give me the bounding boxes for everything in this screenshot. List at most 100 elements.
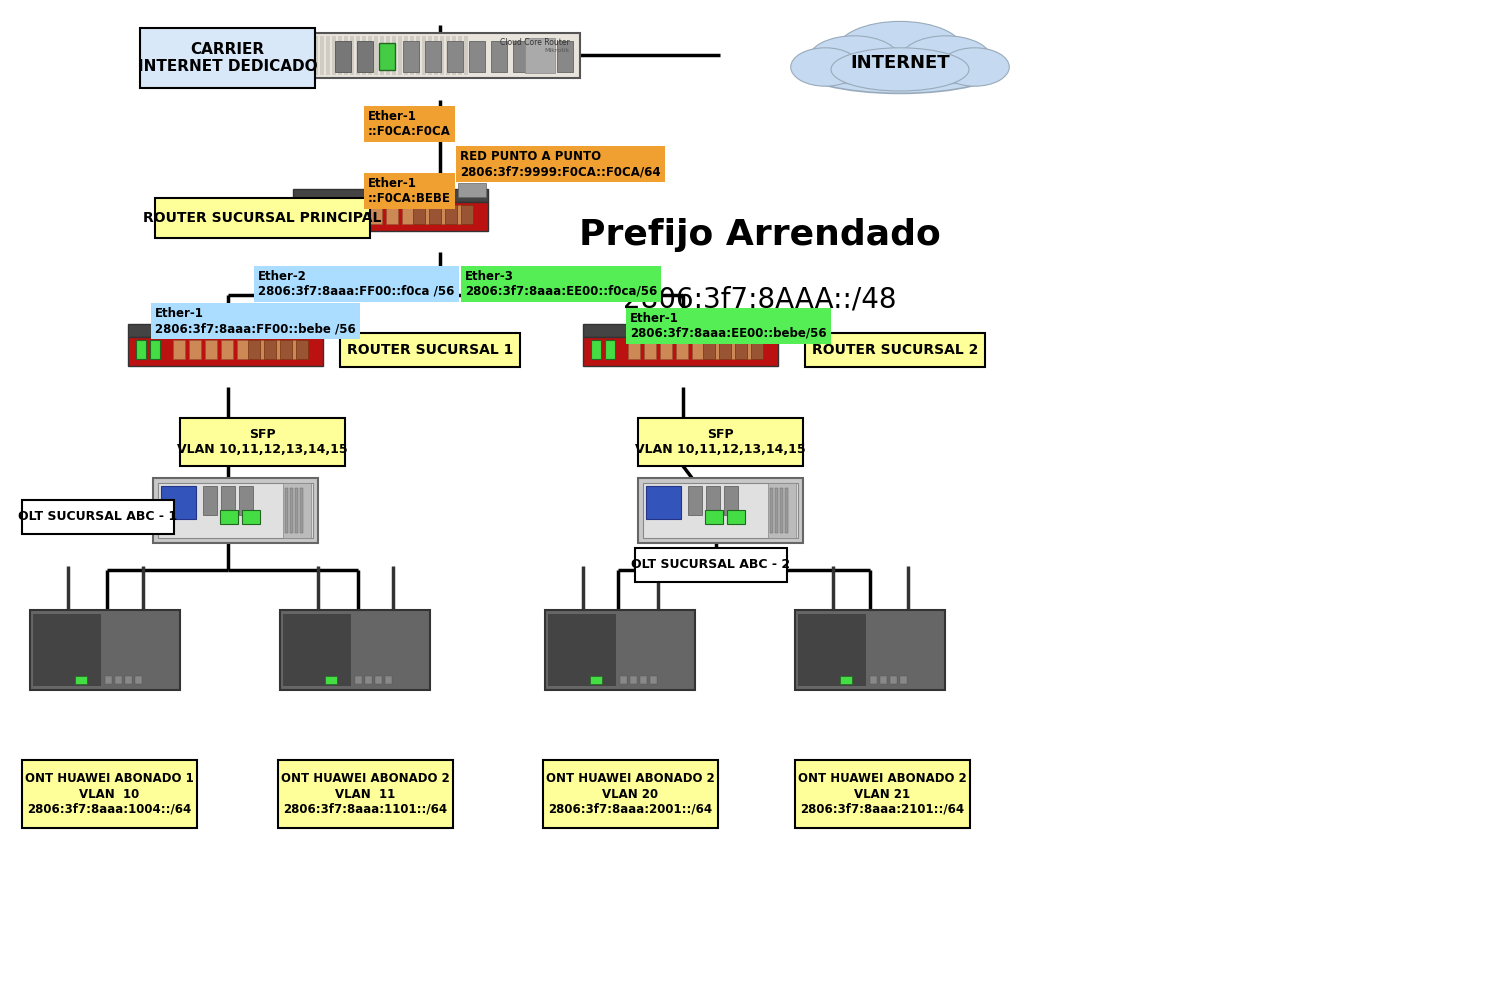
FancyBboxPatch shape bbox=[315, 205, 326, 223]
FancyBboxPatch shape bbox=[402, 205, 414, 223]
FancyBboxPatch shape bbox=[22, 760, 196, 828]
Text: OLT SUCURSAL ABC - 1: OLT SUCURSAL ABC - 1 bbox=[18, 510, 177, 523]
FancyBboxPatch shape bbox=[644, 483, 798, 538]
FancyBboxPatch shape bbox=[640, 676, 646, 684]
FancyBboxPatch shape bbox=[326, 36, 330, 75]
FancyBboxPatch shape bbox=[375, 676, 382, 684]
FancyBboxPatch shape bbox=[404, 41, 418, 72]
FancyBboxPatch shape bbox=[350, 36, 354, 75]
FancyBboxPatch shape bbox=[128, 337, 322, 366]
FancyBboxPatch shape bbox=[172, 340, 184, 359]
FancyBboxPatch shape bbox=[748, 318, 776, 333]
FancyBboxPatch shape bbox=[302, 36, 306, 75]
FancyBboxPatch shape bbox=[806, 333, 986, 367]
FancyBboxPatch shape bbox=[543, 760, 718, 828]
FancyBboxPatch shape bbox=[380, 43, 394, 70]
FancyBboxPatch shape bbox=[795, 610, 945, 690]
FancyBboxPatch shape bbox=[704, 340, 716, 359]
FancyBboxPatch shape bbox=[404, 36, 408, 75]
FancyBboxPatch shape bbox=[220, 510, 238, 524]
FancyBboxPatch shape bbox=[452, 36, 456, 75]
FancyBboxPatch shape bbox=[470, 41, 484, 72]
FancyBboxPatch shape bbox=[220, 340, 232, 359]
Ellipse shape bbox=[796, 41, 1004, 93]
FancyBboxPatch shape bbox=[584, 324, 778, 337]
FancyBboxPatch shape bbox=[398, 36, 402, 75]
Text: ONT HUAWEI ABONADO 2
VLAN 20
2806:3f7:8aaa:2001::/64: ONT HUAWEI ABONADO 2 VLAN 20 2806:3f7:8a… bbox=[546, 773, 716, 816]
FancyBboxPatch shape bbox=[105, 676, 112, 684]
FancyBboxPatch shape bbox=[429, 205, 441, 223]
FancyBboxPatch shape bbox=[364, 676, 372, 684]
Ellipse shape bbox=[808, 36, 900, 84]
FancyBboxPatch shape bbox=[870, 676, 877, 684]
FancyBboxPatch shape bbox=[446, 36, 450, 75]
FancyBboxPatch shape bbox=[33, 614, 101, 686]
FancyBboxPatch shape bbox=[206, 340, 218, 359]
Text: Mikrotik: Mikrotik bbox=[544, 48, 570, 53]
Text: RED PUNTO A PUNTO
2806:3f7:9999:F0CA::F0CA/64: RED PUNTO A PUNTO 2806:3f7:9999:F0CA::F0… bbox=[460, 150, 660, 178]
FancyBboxPatch shape bbox=[604, 340, 615, 359]
FancyBboxPatch shape bbox=[180, 418, 345, 466]
FancyBboxPatch shape bbox=[556, 41, 573, 72]
FancyBboxPatch shape bbox=[392, 36, 396, 75]
Text: Ether-2
2806:3f7:8aaa:FF00::f0ca /56: Ether-2 2806:3f7:8aaa:FF00::f0ca /56 bbox=[258, 270, 454, 298]
FancyBboxPatch shape bbox=[724, 340, 736, 359]
FancyBboxPatch shape bbox=[302, 205, 310, 223]
FancyBboxPatch shape bbox=[646, 486, 681, 518]
FancyBboxPatch shape bbox=[154, 198, 370, 238]
Ellipse shape bbox=[831, 48, 969, 91]
FancyBboxPatch shape bbox=[446, 205, 458, 223]
Text: SFP
VLAN 10,11,12,13,14,15: SFP VLAN 10,11,12,13,14,15 bbox=[177, 428, 348, 456]
FancyBboxPatch shape bbox=[356, 36, 360, 75]
FancyBboxPatch shape bbox=[308, 36, 312, 75]
FancyBboxPatch shape bbox=[422, 36, 426, 75]
Ellipse shape bbox=[900, 36, 992, 84]
FancyBboxPatch shape bbox=[630, 676, 638, 684]
FancyBboxPatch shape bbox=[150, 340, 160, 359]
FancyBboxPatch shape bbox=[116, 676, 122, 684]
FancyBboxPatch shape bbox=[536, 41, 550, 72]
FancyBboxPatch shape bbox=[158, 483, 314, 538]
FancyBboxPatch shape bbox=[296, 340, 307, 359]
FancyBboxPatch shape bbox=[300, 33, 580, 78]
FancyBboxPatch shape bbox=[220, 486, 236, 514]
FancyBboxPatch shape bbox=[644, 340, 656, 359]
FancyBboxPatch shape bbox=[416, 36, 420, 75]
Text: ROUTER SUCURSAL 1: ROUTER SUCURSAL 1 bbox=[346, 343, 513, 357]
FancyBboxPatch shape bbox=[160, 486, 196, 518]
FancyBboxPatch shape bbox=[706, 486, 720, 514]
FancyBboxPatch shape bbox=[264, 340, 276, 359]
FancyBboxPatch shape bbox=[300, 488, 303, 533]
FancyBboxPatch shape bbox=[433, 205, 445, 223]
Text: ROUTER SUCURSAL PRINCIPAL: ROUTER SUCURSAL PRINCIPAL bbox=[144, 211, 381, 225]
FancyBboxPatch shape bbox=[278, 760, 453, 828]
FancyBboxPatch shape bbox=[548, 614, 615, 686]
FancyBboxPatch shape bbox=[591, 340, 602, 359]
FancyBboxPatch shape bbox=[634, 548, 788, 582]
Text: Ether-1
::F0CA:BEBE: Ether-1 ::F0CA:BEBE bbox=[368, 177, 452, 205]
FancyBboxPatch shape bbox=[708, 340, 720, 359]
FancyBboxPatch shape bbox=[334, 41, 351, 72]
FancyBboxPatch shape bbox=[458, 36, 462, 75]
FancyBboxPatch shape bbox=[320, 36, 324, 75]
Text: Cloud Core Router: Cloud Core Router bbox=[500, 38, 570, 47]
FancyBboxPatch shape bbox=[362, 36, 366, 75]
FancyBboxPatch shape bbox=[140, 28, 315, 88]
FancyBboxPatch shape bbox=[705, 510, 723, 524]
FancyBboxPatch shape bbox=[284, 614, 351, 686]
FancyBboxPatch shape bbox=[314, 36, 318, 75]
FancyBboxPatch shape bbox=[447, 41, 464, 72]
Text: ONT HUAWEI ABONADO 2
VLAN 21
2806:3f7:8aaa:2101::/64: ONT HUAWEI ABONADO 2 VLAN 21 2806:3f7:8a… bbox=[798, 773, 968, 816]
FancyBboxPatch shape bbox=[124, 676, 132, 684]
FancyBboxPatch shape bbox=[357, 41, 374, 72]
FancyBboxPatch shape bbox=[386, 36, 390, 75]
FancyBboxPatch shape bbox=[238, 486, 254, 514]
Text: 2806:3f7:8AAA::/48: 2806:3f7:8AAA::/48 bbox=[624, 286, 897, 314]
Ellipse shape bbox=[837, 21, 963, 79]
FancyBboxPatch shape bbox=[374, 36, 378, 75]
Text: INTERNET: INTERNET bbox=[850, 54, 950, 72]
FancyBboxPatch shape bbox=[768, 483, 796, 538]
FancyBboxPatch shape bbox=[584, 337, 778, 366]
FancyBboxPatch shape bbox=[628, 340, 640, 359]
FancyBboxPatch shape bbox=[202, 486, 217, 514]
